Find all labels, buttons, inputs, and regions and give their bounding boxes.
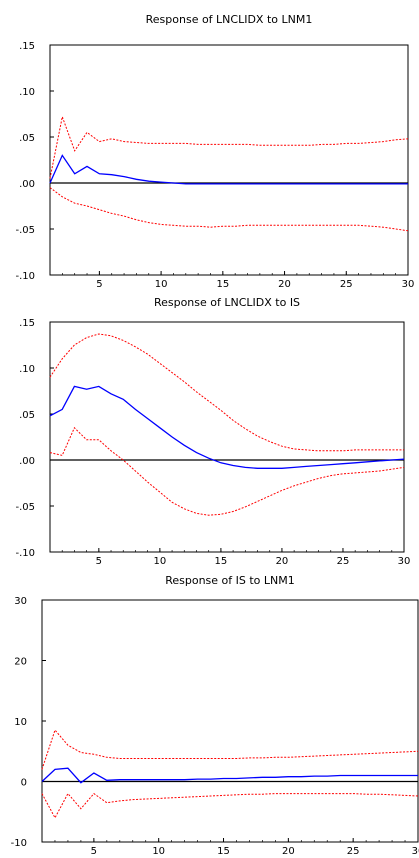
series-line-upper bbox=[49, 114, 409, 179]
y-tick-label: .00 bbox=[19, 179, 35, 190]
x-tick-label: 25 bbox=[347, 846, 360, 857]
x-tick-label: 10 bbox=[155, 279, 168, 290]
x-tick-label: 5 bbox=[96, 556, 102, 567]
series-line-lower bbox=[49, 187, 409, 232]
series-line-lower bbox=[49, 426, 405, 516]
chart-title: Response of IS to LNM1 bbox=[165, 574, 295, 587]
x-tick-label: 20 bbox=[278, 279, 291, 290]
chart-title: Response of LNCLIDX to IS bbox=[154, 296, 300, 309]
y-tick-label: -.10 bbox=[15, 271, 35, 282]
x-tick-label: 15 bbox=[216, 279, 229, 290]
y-tick-label: 30 bbox=[14, 596, 27, 607]
y-tick-label: -10 bbox=[11, 838, 27, 849]
y-tick-label: .05 bbox=[19, 133, 35, 144]
x-tick-label: 10 bbox=[152, 846, 165, 857]
chart-panel-2: Response of LNCLIDX to IS -.10 -.05 .00 .05.… bbox=[15, 296, 410, 567]
series-line-upper bbox=[49, 333, 404, 452]
plot-frame bbox=[49, 321, 405, 553]
x-tick-label: 15 bbox=[217, 846, 230, 857]
x-tick-label: 20 bbox=[276, 556, 289, 567]
x-tick-label: 25 bbox=[340, 279, 353, 290]
y-tick-label: -.10 bbox=[15, 548, 35, 559]
plot-frame bbox=[49, 44, 409, 276]
x-tick-label: 5 bbox=[91, 846, 97, 857]
series-line-upper bbox=[41, 729, 419, 770]
x-tick-label: 30 bbox=[412, 846, 419, 857]
chart-panel-3: Response of IS to LNM1 -10 0 10 20 30 5 10 15 20 2… bbox=[11, 574, 419, 857]
y-tick-label: .15 bbox=[19, 41, 35, 52]
chart-title: Response of LNCLIDX to LNM1 bbox=[146, 13, 313, 26]
x-tick-label: 5 bbox=[96, 279, 102, 290]
series-line-response bbox=[41, 767, 418, 784]
x-tick-label: 30 bbox=[402, 279, 415, 290]
y-tick-label: 20 bbox=[14, 657, 27, 668]
x-tick-label: 10 bbox=[153, 556, 166, 567]
series-line-response bbox=[49, 154, 408, 185]
x-tick-label: 15 bbox=[215, 556, 228, 567]
x-tick-label: 20 bbox=[282, 846, 295, 857]
y-tick-label: .05 bbox=[19, 410, 35, 421]
y-tick-label: 10 bbox=[14, 717, 27, 728]
x-tick-label: 25 bbox=[337, 556, 350, 567]
plot-frame bbox=[41, 599, 419, 843]
y-tick-label: 0 bbox=[21, 778, 27, 789]
y-tick-label: .10 bbox=[19, 87, 35, 98]
y-tick-label: .15 bbox=[19, 318, 35, 329]
series-line-response bbox=[49, 385, 405, 469]
x-tick-label: 30 bbox=[398, 556, 411, 567]
y-tick-label: .10 bbox=[19, 364, 35, 375]
series-line-lower bbox=[41, 792, 419, 819]
y-tick-label: -.05 bbox=[15, 225, 35, 236]
y-tick-label: -.05 bbox=[15, 502, 35, 513]
chart-panel-1: Response of LNCLIDX to LNM1 -.10 -.05 .00 .0… bbox=[15, 13, 414, 290]
y-tick-label: .00 bbox=[19, 456, 35, 467]
